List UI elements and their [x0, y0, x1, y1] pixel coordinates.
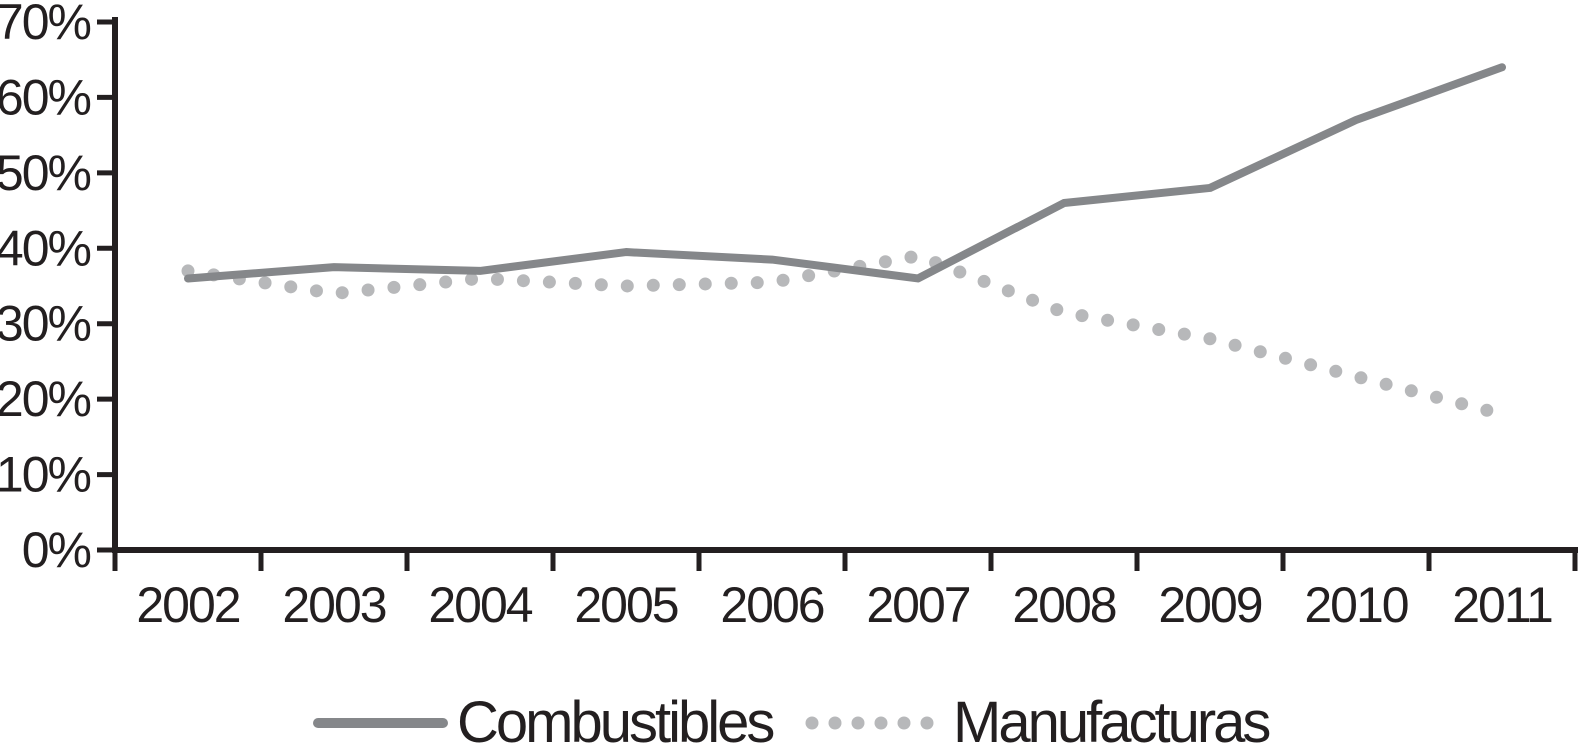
x-axis-tick-label: 2009 — [1158, 577, 1261, 633]
x-axis-tick-label: 2002 — [136, 577, 239, 633]
x-axis-tick-label: 2005 — [574, 577, 677, 633]
legend-combustibles-label: Combustibles — [457, 690, 773, 750]
y-axis-tick-label: 0% — [22, 522, 91, 578]
x-axis-tick-label: 2011 — [1452, 577, 1552, 633]
y-axis-tick-label: 60% — [0, 69, 91, 125]
y-axis-ticks: 0% 10% 20% 30% 40% 50% 60% 70% — [0, 0, 114, 578]
y-axis-tick-label: 20% — [0, 371, 91, 427]
y-axis-tick-label: 30% — [0, 296, 91, 352]
legend-manufacturas-label: Manufacturas — [953, 690, 1269, 750]
y-axis-tick-label: 50% — [0, 145, 91, 201]
series-manufacturas-dotted-line — [181, 249, 1509, 421]
x-axis-tick-label: 2003 — [282, 577, 385, 633]
x-axis-tick-label: 2008 — [1012, 577, 1115, 633]
x-axis-tick-label: 2004 — [428, 577, 532, 633]
y-axis-tick-label: 40% — [0, 220, 91, 276]
x-axis-ticks — [112, 551, 1578, 571]
y-axis-tick-label: 10% — [0, 447, 91, 503]
y-axis-tick-label: 70% — [0, 0, 91, 50]
legend: Combustibles Manufacturas — [313, 690, 1272, 750]
x-axis-tick-label: 2007 — [866, 577, 969, 633]
x-axis-tick-label: 2010 — [1304, 577, 1407, 633]
legend-manufacturas-swatch — [805, 716, 934, 730]
x-axis-labels: 2002 2003 2004 2005 2006 2007 2008 2009 2010 2011 — [136, 577, 1554, 633]
series-combustibles-line — [184, 63, 1506, 283]
x-axis-tick-label: 2006 — [720, 577, 823, 633]
